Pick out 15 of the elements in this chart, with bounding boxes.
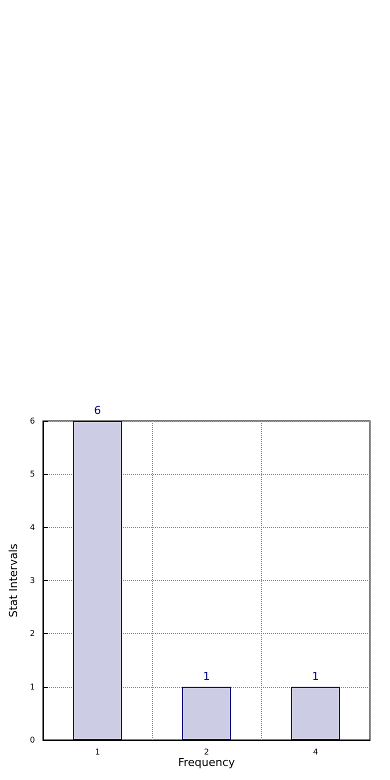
- x-tick-label: 4: [312, 748, 318, 756]
- data-label: 6: [94, 404, 101, 417]
- y-tick-label: 3: [30, 576, 35, 585]
- y-tick-label: 6: [30, 416, 35, 426]
- x-tick-label: 1: [94, 748, 100, 756]
- x-tick-label: 2: [204, 748, 210, 756]
- y-axis-title: Stat Intervals: [7, 543, 20, 618]
- y-tick-label: 1: [30, 682, 35, 692]
- y-tick-label: 0: [30, 736, 35, 744]
- x-axis-title: Frequency: [178, 756, 236, 769]
- y-tick-label: 2: [30, 629, 35, 638]
- y-tick-label: 4: [30, 522, 35, 532]
- data-label: 1: [202, 670, 210, 683]
- data-label: 1: [312, 670, 319, 683]
- y-tick-label: 5: [30, 470, 35, 479]
